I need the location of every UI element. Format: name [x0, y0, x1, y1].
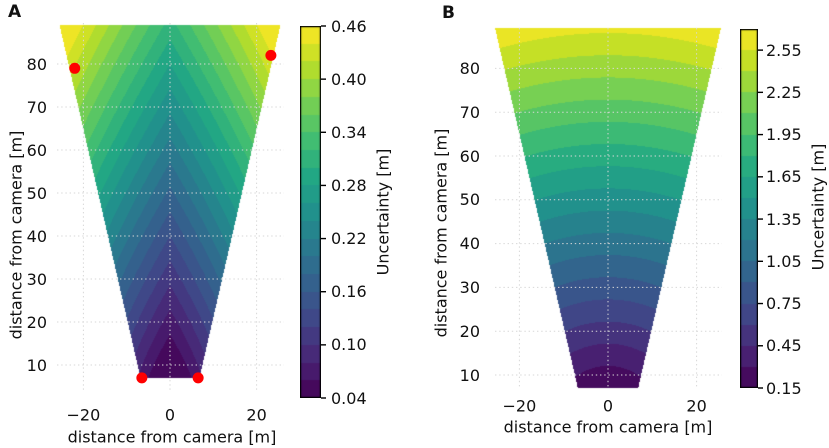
colorbar-tick-label: 0.40 — [331, 69, 367, 89]
y-tick-label: 70 — [26, 97, 47, 117]
y-tick-label: 70 — [459, 102, 480, 122]
x-tick-label: −20 — [66, 405, 101, 425]
colorbar-tick-label: 1.35 — [766, 209, 802, 229]
y-tick-label: 80 — [26, 54, 47, 74]
y-tick-label: 50 — [459, 190, 480, 210]
colorbar-tick-label: 0.34 — [331, 122, 367, 142]
y-tick-label: 20 — [26, 312, 47, 332]
reference-point-marker — [69, 62, 81, 74]
colorbar-tick-label: 0.16 — [331, 282, 367, 302]
colorbar-tick-label: 0.28 — [331, 175, 367, 195]
y-tick-label: 60 — [459, 146, 480, 166]
y-tick-label: 10 — [459, 365, 480, 385]
x-tick-label: 0 — [164, 405, 176, 425]
panel-b-colorbar-label: Uncertainty [m] — [808, 143, 828, 271]
colorbar-tick-label: 1.95 — [766, 125, 802, 145]
colorbar-tick-label: 0.04 — [331, 388, 367, 408]
y-tick-label: 50 — [26, 183, 47, 203]
panel-a-contour-plot — [57, 23, 285, 391]
colorbar-tick-label: 0.45 — [766, 336, 802, 356]
reference-point-marker — [136, 372, 148, 384]
reference-point-marker — [192, 372, 204, 384]
colorbar-tick-label: 1.05 — [766, 251, 802, 271]
y-tick-label: 20 — [459, 321, 480, 341]
x-tick-label: 20 — [686, 396, 707, 416]
y-tick-label: 80 — [459, 58, 480, 78]
panel-b-x-axis-label: distance from camera [m] — [503, 417, 713, 437]
y-tick-label: 30 — [459, 277, 480, 297]
panel-b-letter: B — [442, 3, 455, 23]
colorbar-tick-label: 0.10 — [331, 335, 367, 355]
panel-a-colorbar — [300, 26, 321, 398]
colorbar-tick-label: 2.55 — [766, 40, 802, 60]
x-tick-label: 0 — [602, 396, 614, 416]
panel-a-x-axis-label: distance from camera [m] — [67, 427, 277, 447]
y-tick-label: 10 — [26, 355, 47, 375]
panel-b-contour-plot — [494, 27, 724, 389]
y-tick-label: 60 — [26, 140, 47, 160]
x-tick-label: 20 — [246, 405, 267, 425]
colorbar-tick-label: 0.22 — [331, 229, 367, 249]
y-tick-label: 30 — [26, 269, 47, 289]
panel-a-colorbar-label: Uncertainty [m] — [373, 148, 393, 276]
reference-point-marker — [265, 49, 277, 61]
colorbar-tick-label: 0.46 — [331, 16, 367, 36]
colorbar-tick-label: 1.65 — [766, 167, 802, 187]
x-tick-label: −20 — [502, 396, 537, 416]
colorbar-tick-label: 2.25 — [766, 82, 802, 102]
y-tick-label: 40 — [459, 234, 480, 254]
panel-b-colorbar — [740, 29, 758, 388]
y-tick-label: 40 — [26, 226, 47, 246]
colorbar-tick-label: 0.15 — [766, 378, 802, 398]
panel-a-letter: A — [8, 2, 22, 22]
colorbar-tick-label: 0.75 — [766, 294, 802, 314]
